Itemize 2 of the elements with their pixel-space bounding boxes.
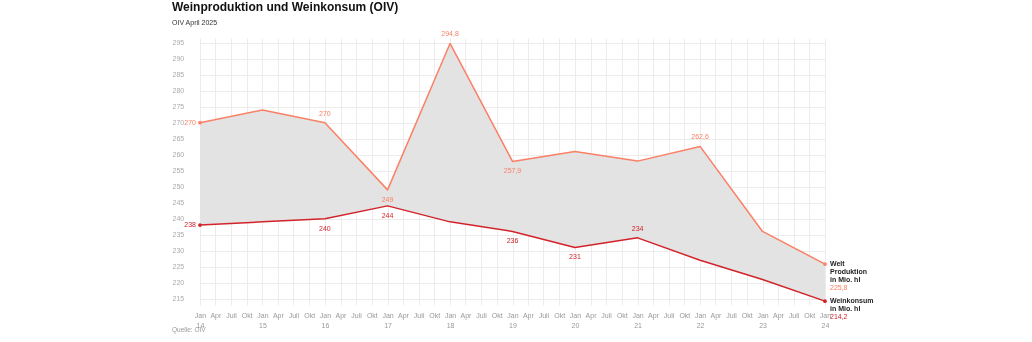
- line-series: [199, 205, 826, 302]
- chart-title: Weinproduktion und Weinkonsum (OIV): [172, 0, 399, 15]
